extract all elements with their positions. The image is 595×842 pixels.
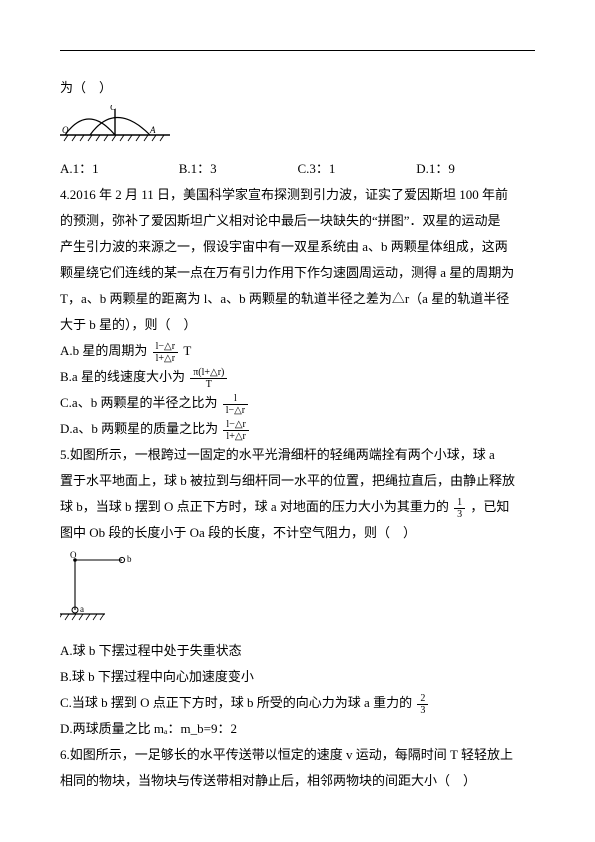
q4-line-3: 产生引力波的来源之一，假设宇宙中有一双星系统由 a、b 两颗星体组成，这两 (60, 234, 535, 260)
q4-option-b[interactable]: B.a 星的线速度大小为 π(l+△r)T (60, 364, 535, 390)
q5-mid-prefix: 球 b，当球 b 摆到 O 点正下方时，球 a 对地面的压力大小为其重力的 (60, 499, 452, 514)
q6-line-2: 相同的物块，当物块与传送带相对静止后，相邻两物块的间距大小（ ） (60, 768, 535, 794)
q3-diagram: O C A (60, 105, 535, 152)
svg-text:A: A (149, 125, 156, 135)
q3-option-c[interactable]: C.3：1 (298, 156, 417, 182)
q5-line-4: 图中 Ob 段的长度小于 Oa 段的长度，不计空气阻力，则（ ） (60, 520, 535, 546)
q4-option-d[interactable]: D.a、b 两颗星的质量之比为 l−△rl+△r (60, 416, 535, 442)
q4-b-prefix: B.a 星的线速度大小为 (60, 369, 188, 384)
q4-a-prefix: A.b 星的周期为 (60, 343, 151, 358)
q3-option-a[interactable]: A.1：1 (60, 156, 179, 182)
q4-line-4: 颗星绕它们连线的某一点在万有引力作用下作匀速圆周运动，测得 a 星的周期为 (60, 260, 535, 286)
q4-d-prefix: D.a、b 两颗星的质量之比为 (60, 421, 221, 436)
fraction-icon: 13 (454, 497, 465, 520)
q5-mid-suffix: ，已知 (470, 499, 509, 514)
q4-line-1: 4.2016 年 2 月 11 日，美国科学家宣布探测到引力波，证实了爱因斯坦 … (60, 182, 535, 208)
q3-option-d[interactable]: D.1：9 (416, 156, 535, 182)
q4-a-suffix: T (183, 343, 191, 358)
fraction-icon: 23 (417, 693, 428, 716)
fraction-icon: ll−△r (223, 393, 248, 416)
fraction-icon: l−△rl+△r (153, 341, 178, 364)
q3-option-b[interactable]: B.1：3 (179, 156, 298, 182)
q4-line-5: T，a、b 两颗星的距离为 l、a、b 两颗星的轨道半径之差为△r（a 星的轨道… (60, 286, 535, 312)
q5-option-b[interactable]: B.球 b 下摆过程中向心加速度变小 (60, 664, 535, 690)
q4-option-a[interactable]: A.b 星的周期为 l−△rl+△r T (60, 338, 535, 364)
fraction-icon: π(l+△r)T (190, 367, 227, 390)
q4-option-c[interactable]: C.a、b 两颗星的半径之比为 ll−△r (60, 390, 535, 416)
fraction-icon: l−△rl+△r (223, 419, 248, 442)
svg-text:O: O (70, 550, 77, 560)
q5-option-c[interactable]: C.当球 b 摆到 O 点正下方时，球 b 所受的向心力为球 a 重力的 23 (60, 690, 535, 716)
q4-line-2: 的预测，弥补了爱因斯坦广义相对论中最后一块缺失的“拼图”．双星的运动是 (60, 208, 535, 234)
svg-text:O: O (62, 125, 69, 135)
q4-c-prefix: C.a、b 两颗星的半径之比为 (60, 395, 221, 410)
q5-line-1: 5.如图所示，一根跨过一固定的水平光滑细杆的轻绳两端拴有两个小球，球 a (60, 442, 535, 468)
q5-option-a[interactable]: A.球 b 下摆过程中处于失重状态 (60, 638, 535, 664)
q5-line-2: 置于水平地面上，球 b 被拉到与细杆同一水平的位置，把绳拉直后，由静止释放 (60, 468, 535, 494)
svg-text:a: a (80, 604, 84, 614)
svg-text:C: C (110, 105, 117, 112)
q5-line-3: 球 b，当球 b 摆到 O 点正下方时，球 a 对地面的压力大小为其重力的 13… (60, 494, 535, 520)
q5-diagram: O b a (60, 550, 535, 634)
svg-text:b: b (127, 554, 132, 564)
q3-prefix: 为（ ） (60, 75, 535, 101)
q6-line-1: 6.如图所示，一足够长的水平传送带以恒定的速度 v 运动，每隔时间 T 轻轻放上 (60, 742, 535, 768)
header-rule (60, 50, 535, 51)
q4-line-6: 大于 b 星的），则（ ） (60, 312, 535, 338)
q3-options: A.1：1 B.1：3 C.3：1 D.1：9 (60, 156, 535, 182)
q5-c-prefix: C.当球 b 摆到 O 点正下方时，球 b 所受的向心力为球 a 重力的 (60, 695, 415, 710)
q5-option-d[interactable]: D.两球质量之比 mₐ：m_b=9：2 (60, 716, 535, 742)
